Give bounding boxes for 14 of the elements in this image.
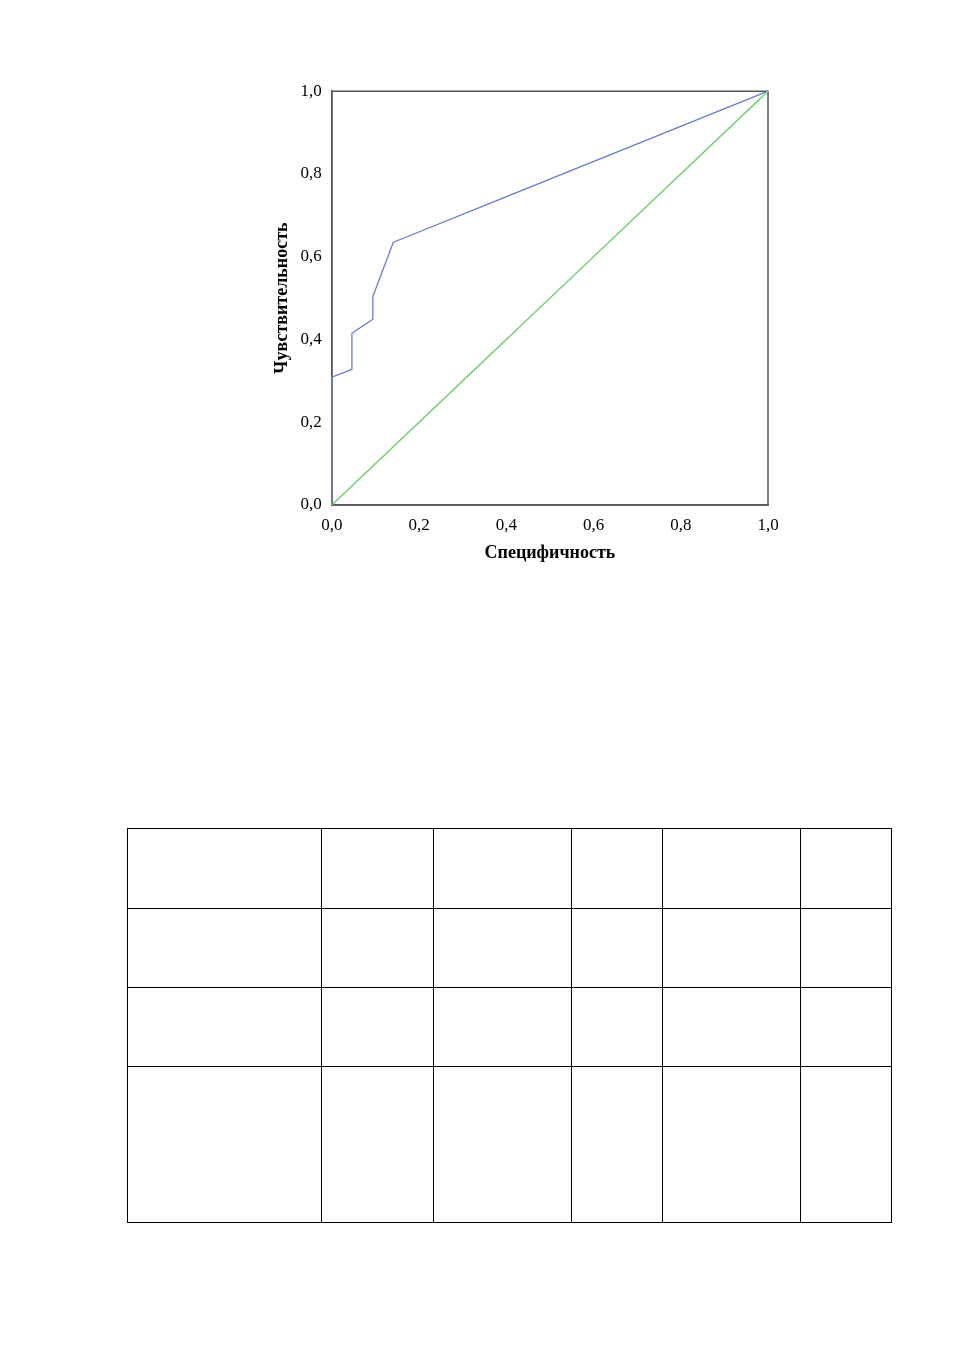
y-tick-label: 0,2 bbox=[300, 411, 322, 431]
y-tick-label: 1,0 bbox=[300, 80, 322, 100]
y-tick-label: 0,8 bbox=[300, 163, 322, 183]
x-tick-label: 0,8 bbox=[670, 514, 692, 534]
x-tick-label: 0,2 bbox=[408, 514, 430, 534]
x-tick-label: 0,4 bbox=[495, 514, 518, 534]
x-tick-label: 0,0 bbox=[321, 514, 343, 534]
y-axis-title: Чувствительность bbox=[271, 222, 292, 374]
x-axis-title: Специфичность bbox=[484, 541, 616, 562]
x-tick-label: 1,0 bbox=[757, 514, 779, 534]
x-tick-label: 0,6 bbox=[582, 514, 605, 534]
y-tick-label: 0,0 bbox=[300, 494, 322, 514]
y-tick-label: 0,6 bbox=[300, 246, 322, 266]
y-tick-label: 0,4 bbox=[300, 328, 323, 348]
